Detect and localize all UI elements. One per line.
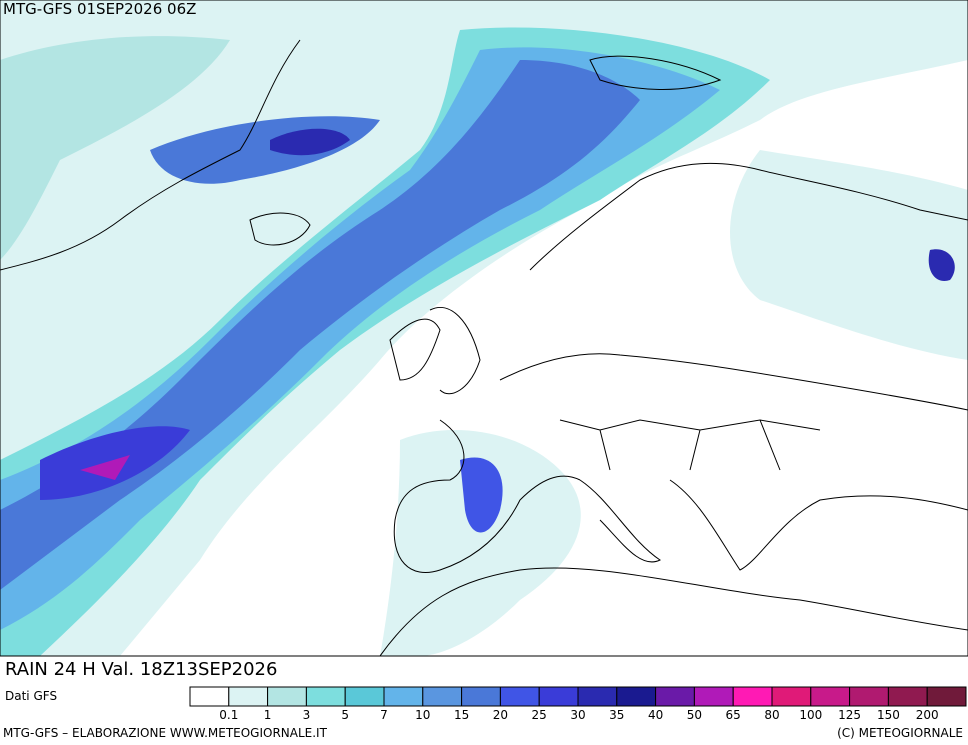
coastline <box>389 318 441 381</box>
legend-swatch <box>887 686 928 707</box>
legend-tick-label: 0.1 <box>219 708 238 722</box>
legend-swatch <box>849 686 889 707</box>
legend-swatch <box>383 686 424 707</box>
coastline <box>429 307 481 395</box>
footer-left: MTG-GFS – ELABORAZIONE WWW.METEOGIORNALE… <box>3 726 328 740</box>
legend-swatch <box>499 686 540 707</box>
precip-core <box>928 249 955 281</box>
legend-swatch <box>693 686 734 707</box>
legend-tick-label: 20 <box>493 708 508 722</box>
precip-core <box>80 455 130 480</box>
legend-tick-label: 30 <box>570 708 585 722</box>
precip-light <box>380 430 581 656</box>
legend-tick-label: 100 <box>799 708 822 722</box>
legend-swatch <box>344 686 385 707</box>
legend-swatch <box>461 686 501 707</box>
legend-tick-label: 150 <box>877 708 900 722</box>
coastline <box>0 39 301 271</box>
legend-tick-label: 3 <box>303 708 311 722</box>
legend-swatch <box>422 686 463 707</box>
coastline <box>589 55 722 90</box>
precip-band <box>0 47 720 631</box>
legend-swatch <box>732 686 773 707</box>
legend-tick-label: 200 <box>916 708 939 722</box>
legend-swatch <box>926 686 967 707</box>
map-frame <box>0 0 968 657</box>
coastline <box>249 212 311 246</box>
footer-right: (C) METEOGIORNALE <box>837 726 963 740</box>
border <box>559 419 821 471</box>
color-legend: 0.1 1 3 5 7 10 15 20 25 30 35 40 50 65 80 100 125 150 200 <box>189 686 967 722</box>
legend-swatch <box>305 686 346 707</box>
legend-tick-label: 40 <box>648 708 663 722</box>
coastline <box>499 353 968 411</box>
legend-tick-label: 5 <box>341 708 349 722</box>
map: MTG-GFS 01SEP2026 06Z RAIN 24 H Val. 18Z… <box>0 0 968 680</box>
coastlines <box>0 39 968 657</box>
legend-tick-label: 35 <box>609 708 624 722</box>
legend-swatch <box>267 686 307 707</box>
precip-core <box>270 128 350 156</box>
legend-swatch <box>655 686 695 707</box>
legend-tick-label: 80 <box>764 708 779 722</box>
precip-light <box>0 36 230 260</box>
legend-tick-label: 125 <box>838 708 861 722</box>
legend-tick-label: 65 <box>726 708 741 722</box>
legend-tick-label: 25 <box>532 708 547 722</box>
legend-swatch <box>538 686 579 707</box>
coastline <box>379 567 968 657</box>
legend-swatch <box>810 686 851 707</box>
coastline <box>669 479 968 571</box>
coastline <box>529 162 968 271</box>
legend-tick-label: 50 <box>687 708 702 722</box>
coastline <box>579 479 661 563</box>
source-label: Dati GFS <box>5 689 57 703</box>
legend-swatch <box>189 686 230 707</box>
legend-swatch <box>616 686 657 707</box>
precip-core <box>460 457 503 533</box>
legend-swatch <box>771 686 812 707</box>
precip-light <box>730 150 968 360</box>
legend-tick-label: 1 <box>264 708 272 722</box>
legend-swatch <box>228 686 269 707</box>
legend-tick-label: 7 <box>380 708 388 722</box>
map-header: MTG-GFS 01SEP2026 06Z <box>3 0 196 18</box>
legend-swatch <box>577 686 618 707</box>
legend-tick-label: 15 <box>454 708 469 722</box>
legend-tick-label: 10 <box>415 708 430 722</box>
coastline <box>393 419 581 574</box>
product-title: RAIN 24 H Val. 18Z13SEP2026 <box>5 659 277 680</box>
